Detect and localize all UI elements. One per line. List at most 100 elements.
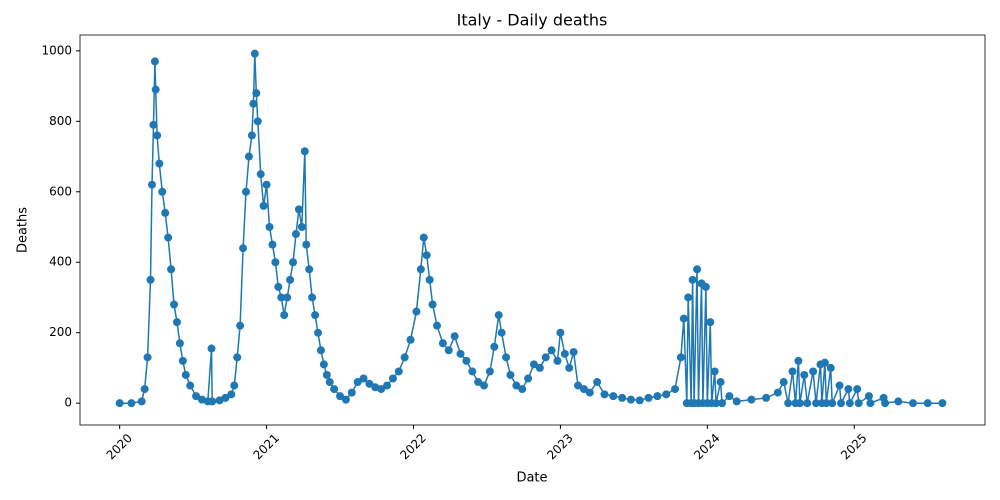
- point: [388, 374, 397, 383]
- point: [127, 399, 136, 408]
- point: [300, 147, 309, 156]
- point: [286, 275, 295, 284]
- point: [626, 395, 635, 404]
- point: [644, 393, 653, 402]
- point: [569, 348, 578, 357]
- point: [822, 399, 831, 408]
- point: [480, 381, 489, 390]
- point: [512, 381, 521, 390]
- x-tick-label: 2025: [838, 431, 869, 462]
- point: [565, 363, 574, 372]
- point: [316, 346, 325, 355]
- point: [192, 392, 201, 401]
- point: [175, 339, 184, 348]
- y-tick-label: 600: [49, 184, 72, 198]
- point: [383, 381, 392, 390]
- point: [394, 367, 403, 376]
- chart-title: Italy - Daily deaths: [457, 11, 608, 30]
- point: [553, 356, 562, 365]
- point: [712, 399, 721, 408]
- point: [812, 399, 821, 408]
- point: [574, 381, 583, 390]
- point: [155, 159, 164, 168]
- point: [302, 240, 311, 249]
- point: [164, 233, 173, 242]
- point: [535, 363, 544, 372]
- point: [291, 230, 300, 239]
- point: [560, 349, 569, 358]
- plot-frame: [79, 34, 986, 426]
- x-tick-label: 2020: [104, 431, 135, 462]
- y-tick-label: 800: [49, 114, 72, 128]
- y-axis-label: Deaths: [16, 207, 31, 253]
- y-tick-label: 200: [49, 325, 72, 339]
- point: [529, 360, 538, 369]
- point: [161, 208, 170, 217]
- point: [444, 346, 453, 355]
- point: [115, 399, 124, 408]
- point: [693, 265, 702, 274]
- point: [609, 392, 618, 401]
- point: [747, 395, 756, 404]
- point: [233, 353, 242, 362]
- point: [809, 367, 818, 376]
- point: [716, 378, 725, 387]
- point: [579, 385, 588, 394]
- point: [710, 367, 719, 376]
- point: [864, 392, 873, 401]
- point: [854, 399, 863, 408]
- point: [671, 385, 680, 394]
- point: [433, 321, 442, 330]
- y-tick-label: 0: [64, 396, 72, 410]
- point: [412, 307, 421, 316]
- point: [359, 374, 368, 383]
- point: [158, 187, 167, 196]
- point: [866, 399, 875, 408]
- point: [923, 399, 932, 408]
- point: [438, 339, 447, 348]
- point: [732, 397, 741, 406]
- point: [252, 89, 261, 98]
- point: [506, 370, 515, 379]
- point: [294, 205, 303, 214]
- x-tick-label: 2024: [691, 431, 722, 462]
- point: [653, 392, 662, 401]
- point: [140, 385, 149, 394]
- point: [336, 392, 345, 401]
- point: [635, 396, 644, 405]
- point: [146, 275, 155, 284]
- point: [788, 367, 797, 376]
- point: [149, 120, 158, 129]
- point: [178, 356, 187, 365]
- point: [253, 117, 262, 126]
- point: [167, 265, 176, 274]
- point: [600, 390, 609, 399]
- point: [242, 187, 251, 196]
- point: [585, 388, 594, 397]
- point: [143, 353, 152, 362]
- point: [208, 397, 217, 406]
- point: [297, 223, 306, 232]
- point: [353, 378, 362, 387]
- point: [236, 321, 245, 330]
- point: [794, 356, 803, 365]
- point: [319, 360, 328, 369]
- point: [347, 388, 356, 397]
- point: [837, 399, 846, 408]
- point: [450, 332, 459, 341]
- point: [311, 311, 320, 320]
- point: [151, 85, 160, 94]
- point: [256, 170, 265, 179]
- point: [221, 393, 230, 402]
- point: [494, 311, 503, 320]
- point: [826, 363, 835, 372]
- x-tick-label: 2021: [250, 431, 281, 462]
- point: [706, 318, 715, 327]
- point: [416, 265, 425, 274]
- point: [784, 399, 793, 408]
- point: [308, 293, 317, 302]
- point: [762, 393, 771, 402]
- point: [365, 379, 374, 388]
- point: [718, 399, 727, 408]
